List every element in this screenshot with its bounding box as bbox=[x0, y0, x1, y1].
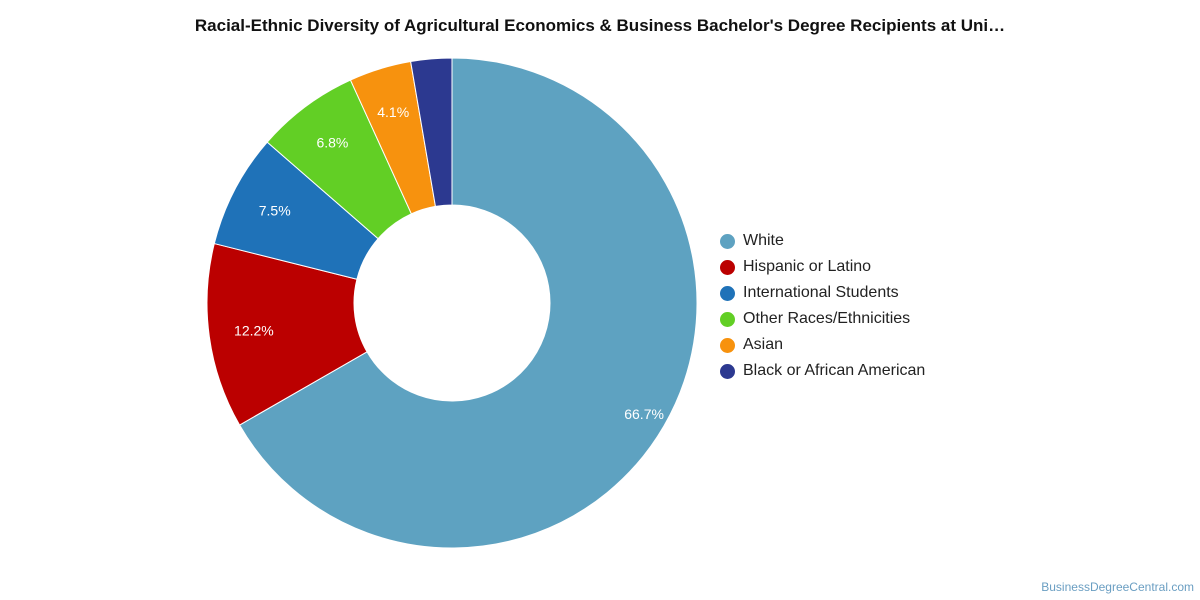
legend-item[interactable]: International Students bbox=[720, 280, 925, 306]
donut-slices bbox=[206, 57, 698, 549]
legend-swatch bbox=[720, 233, 735, 249]
legend-label: White bbox=[743, 232, 784, 249]
legend-item[interactable]: Other Races/Ethnicities bbox=[720, 306, 925, 332]
slice-label: 6.8% bbox=[316, 135, 348, 151]
legend-label: Other Races/Ethnicities bbox=[743, 310, 911, 327]
legend-item[interactable]: White bbox=[720, 228, 925, 254]
donut-slice-labels: 66.7% 12.2% 7.5% 6.8% 4.1% bbox=[234, 104, 664, 422]
legend-item[interactable]: Asian bbox=[720, 332, 925, 358]
slice-label: 7.5% bbox=[259, 203, 291, 219]
chart-legend: White Hispanic or Latino International Stu… bbox=[720, 228, 925, 384]
legend-label: Black or African American bbox=[743, 362, 926, 379]
slice-label: 12.2% bbox=[234, 323, 274, 339]
slice-hispanic-or-latino[interactable] bbox=[206, 242, 368, 426]
legend-swatch bbox=[720, 337, 735, 353]
legend-swatch bbox=[720, 285, 735, 301]
site-credit[interactable]: BusinessDegreeCentral.com bbox=[1041, 580, 1194, 594]
slice-black-or-african-american[interactable] bbox=[410, 57, 453, 207]
slice-label: 4.1% bbox=[377, 104, 409, 120]
legend-swatch bbox=[720, 259, 735, 275]
slice-white[interactable] bbox=[238, 57, 698, 549]
legend-item[interactable]: Hispanic or Latino bbox=[720, 254, 925, 280]
chart-title: Racial-Ethnic Diversity of Agricultural … bbox=[194, 16, 1006, 35]
legend-swatch bbox=[720, 363, 735, 379]
legend-label: Hispanic or Latino bbox=[743, 258, 872, 275]
legend-label: Asian bbox=[743, 336, 784, 353]
legend-item[interactable]: Black or African American bbox=[720, 358, 925, 384]
slice-label: 66.7% bbox=[624, 406, 664, 422]
legend-swatch bbox=[720, 311, 735, 327]
legend-label: International Students bbox=[743, 284, 899, 301]
